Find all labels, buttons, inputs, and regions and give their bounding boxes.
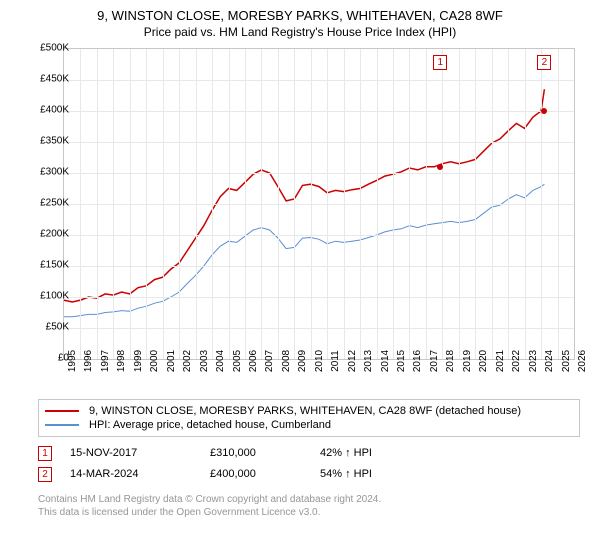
legend-label-property: 9, WINSTON CLOSE, MORESBY PARKS, WHITEHA… xyxy=(89,405,521,417)
x-axis-label: 2026 xyxy=(577,350,588,372)
transaction-price: £400,000 xyxy=(210,468,320,480)
x-axis-label: 2023 xyxy=(528,350,539,372)
y-axis-label: £250K xyxy=(25,197,69,208)
chart-title: 9, WINSTON CLOSE, MORESBY PARKS, WHITEHA… xyxy=(0,0,600,25)
legend-item-hpi: HPI: Average price, detached house, Cumb… xyxy=(45,418,573,432)
transaction-table: 1 15-NOV-2017 £310,000 42% ↑ HPI 2 14-MA… xyxy=(38,443,580,485)
plot-region: 12 xyxy=(63,48,575,360)
series-line-property xyxy=(64,89,544,302)
x-axis-label: 2018 xyxy=(445,350,456,372)
x-axis-label: 1995 xyxy=(67,350,78,372)
x-axis-label: 1997 xyxy=(100,350,111,372)
chart-area: 12 £0£50K£100K£150K£200K£250K£300K£350K£… xyxy=(15,43,585,393)
x-axis-label: 2024 xyxy=(544,350,555,372)
x-axis-label: 2001 xyxy=(166,350,177,372)
x-axis-label: 2025 xyxy=(561,350,572,372)
transaction-marker: 1 xyxy=(38,446,52,461)
legend-item-property: 9, WINSTON CLOSE, MORESBY PARKS, WHITEHA… xyxy=(45,404,573,418)
x-axis-label: 2003 xyxy=(199,350,210,372)
x-axis-label: 2015 xyxy=(396,350,407,372)
footer-line: This data is licensed under the Open Gov… xyxy=(38,506,580,520)
x-axis-label: 2000 xyxy=(149,350,160,372)
transaction-row: 2 14-MAR-2024 £400,000 54% ↑ HPI xyxy=(38,464,580,485)
transaction-pct: 42% ↑ HPI xyxy=(320,447,440,459)
price-marker-box: 1 xyxy=(433,55,447,70)
footer-line: Contains HM Land Registry data © Crown c… xyxy=(38,493,580,507)
x-axis-label: 2009 xyxy=(297,350,308,372)
y-axis-label: £100K xyxy=(25,290,69,301)
price-marker-box: 2 xyxy=(537,55,551,70)
x-axis-label: 2004 xyxy=(215,350,226,372)
price-marker-dot xyxy=(437,164,443,170)
transaction-date: 14-MAR-2024 xyxy=(70,468,210,480)
y-axis-label: £50K xyxy=(25,321,69,332)
chart-container: 9, WINSTON CLOSE, MORESBY PARKS, WHITEHA… xyxy=(0,0,600,560)
x-axis-label: 2019 xyxy=(462,350,473,372)
legend-label-hpi: HPI: Average price, detached house, Cumb… xyxy=(89,419,331,431)
footer: Contains HM Land Registry data © Crown c… xyxy=(38,493,580,520)
x-axis-label: 2008 xyxy=(281,350,292,372)
legend-swatch-hpi xyxy=(45,424,79,426)
x-axis-label: 1999 xyxy=(133,350,144,372)
x-axis-label: 2010 xyxy=(314,350,325,372)
x-axis-label: 2016 xyxy=(412,350,423,372)
y-axis-label: £400K xyxy=(25,104,69,115)
x-axis-label: 2012 xyxy=(347,350,358,372)
x-axis-label: 2005 xyxy=(232,350,243,372)
x-axis-label: 2020 xyxy=(478,350,489,372)
x-axis-label: 2007 xyxy=(264,350,275,372)
transaction-date: 15-NOV-2017 xyxy=(70,447,210,459)
x-axis-label: 2017 xyxy=(429,350,440,372)
y-axis-label: £150K xyxy=(25,259,69,270)
price-marker-dot xyxy=(541,108,547,114)
y-axis-label: £200K xyxy=(25,228,69,239)
y-axis-label: £350K xyxy=(25,135,69,146)
transaction-marker: 2 xyxy=(38,467,52,482)
x-axis-label: 2022 xyxy=(511,350,522,372)
transaction-price: £310,000 xyxy=(210,447,320,459)
x-axis-label: 2006 xyxy=(248,350,259,372)
legend: 9, WINSTON CLOSE, MORESBY PARKS, WHITEHA… xyxy=(38,399,580,437)
x-axis-label: 2014 xyxy=(380,350,391,372)
x-axis-label: 1996 xyxy=(83,350,94,372)
x-axis-label: 2002 xyxy=(182,350,193,372)
y-axis-label: £300K xyxy=(25,166,69,177)
chart-subtitle: Price paid vs. HM Land Registry's House … xyxy=(0,25,600,43)
x-axis-label: 2021 xyxy=(495,350,506,372)
y-axis-label: £500K xyxy=(25,42,69,53)
legend-swatch-property xyxy=(45,410,79,412)
y-axis-label: £450K xyxy=(25,73,69,84)
x-axis-label: 2013 xyxy=(363,350,374,372)
transaction-pct: 54% ↑ HPI xyxy=(320,468,440,480)
x-axis-label: 1998 xyxy=(116,350,127,372)
transaction-row: 1 15-NOV-2017 £310,000 42% ↑ HPI xyxy=(38,443,580,464)
y-axis-label: £0 xyxy=(25,352,69,363)
x-axis-label: 2011 xyxy=(330,350,341,372)
